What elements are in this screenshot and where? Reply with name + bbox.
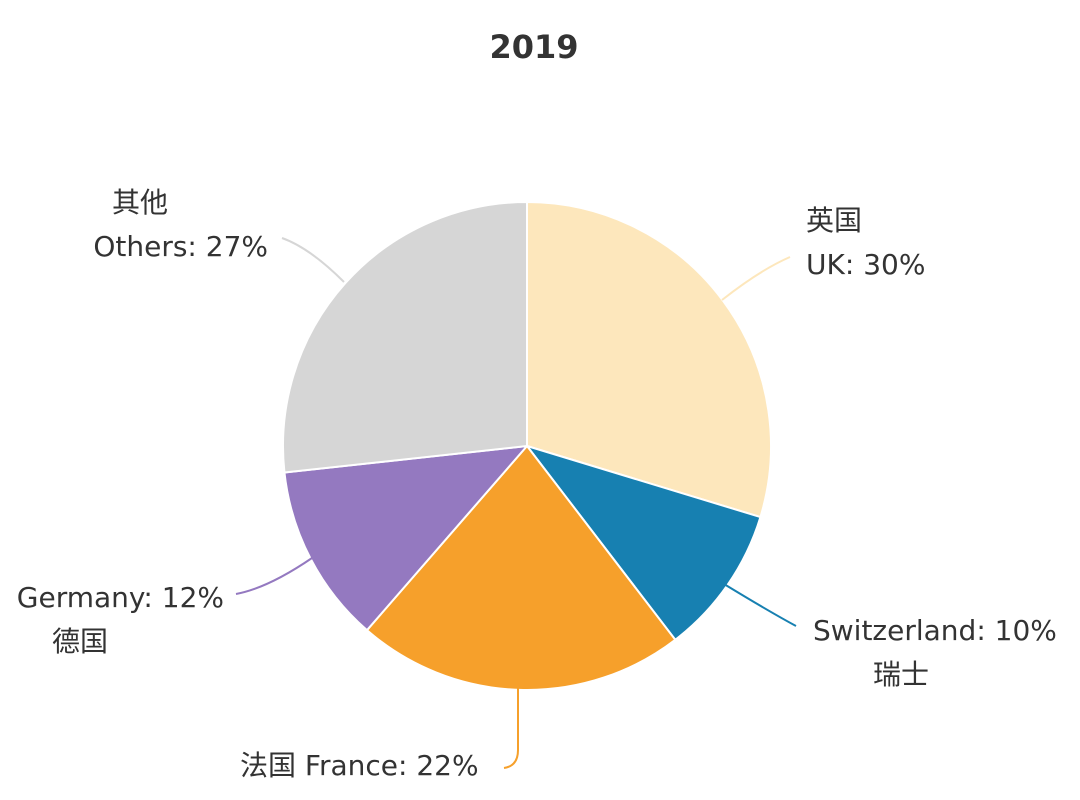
slice-label-switzerland-line-2: 瑞士 [873, 658, 929, 691]
slice-label-uk-line-1: 英国 [806, 204, 862, 237]
leader-line-switzerland [723, 583, 797, 627]
leader-line-others [281, 237, 345, 283]
slice-label-switzerland-line-1: Switzerland: 10% [813, 614, 1057, 647]
leader-line-germany [235, 557, 313, 595]
slice-label-others-line-2: Others: 27% [93, 230, 268, 263]
pie-slice-uk [526, 201, 772, 519]
slices-layer [282, 201, 772, 691]
slice-label-uk-line-2: UK: 30% [806, 248, 925, 281]
leader-lines-layer [235, 237, 797, 769]
leader-line-uk [721, 256, 791, 301]
slice-label-france-line-1: 法国 France: 22% [240, 749, 479, 782]
pie-slice-others [282, 201, 528, 474]
slice-label-others-line-1: 其他 [112, 186, 168, 219]
chart-title: 2019 [489, 28, 578, 66]
slice-label-germany-line-2: 德国 [52, 625, 108, 658]
pie-slice-france [365, 445, 677, 691]
slice-label-germany-line-1: Germany: 12% [17, 581, 224, 614]
leader-line-france [503, 687, 519, 769]
